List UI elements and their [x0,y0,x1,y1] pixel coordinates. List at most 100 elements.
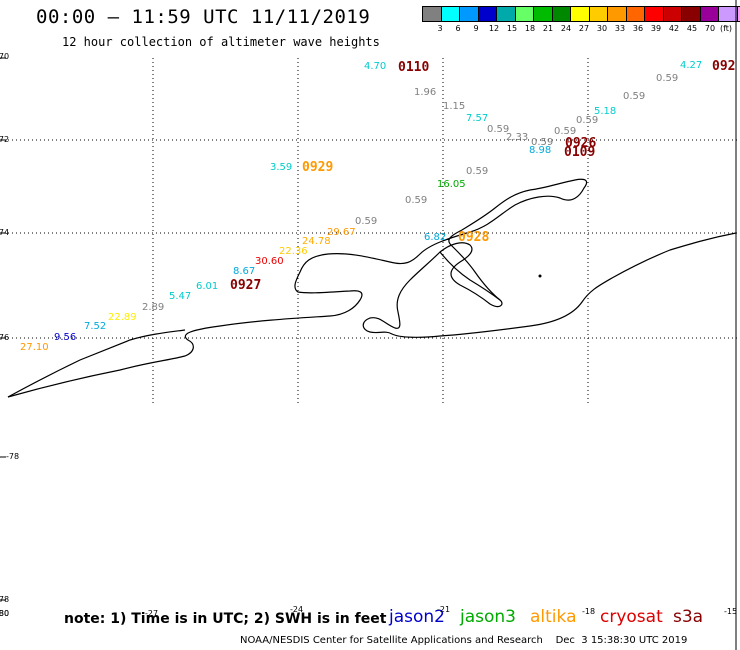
color-scale-swatches [422,6,740,22]
lat-label: -70 [0,52,10,61]
coastline-west-arm [7,329,186,398]
wave-height-label: 0.59 [656,73,679,84]
scale-swatch [625,7,644,21]
wave-height-label: 6.01 [196,281,219,292]
coastline-inlet [439,251,501,301]
lon-label: -21 [437,605,451,614]
wave-height-label: 0.59 [623,91,646,102]
scale-swatch [440,7,459,21]
lon-label: -30 [0,609,10,618]
wave-height-label: 0.59 [576,115,599,126]
wave-height-label: 30.60 [255,256,284,267]
track-time-label: 0927 [230,278,262,293]
wave-height-label: 5.47 [169,291,192,302]
legend-cryosat: cryosat [600,607,663,627]
wave-height-label: 27.10 [20,342,49,353]
scale-swatch [496,7,515,21]
wave-height-label: 2.33 [506,132,529,143]
wave-height-label: 3.59 [270,162,293,173]
scale-swatch [681,7,700,21]
legend-s3a: s3a [673,607,704,627]
wave-height-label: 29.67 [327,227,356,238]
scale-swatch [588,7,607,21]
scale-tick-label: 21 [542,24,554,33]
lat-label: -72 [0,135,10,144]
wave-height-label: 4.70 [364,61,387,72]
lon-label: -15 [724,607,738,616]
scale-tick-label: 42 [668,24,680,33]
wave-height-label: 0.59 [487,124,510,135]
wave-height-label: 7.57 [466,113,489,124]
scale-swatch [477,7,496,21]
wave-height-label: 24.78 [302,236,331,247]
scale-tick-label: 30 [596,24,608,33]
wave-height-label: 8.67 [233,266,256,277]
scale-tick-label: 70 [704,24,716,33]
scale-swatch [533,7,552,21]
wave-height-label: 1.96 [414,87,437,98]
scale-tick-label: 39 [650,24,662,33]
scale-swatch [423,7,441,21]
wave-height-label: 0.59 [531,137,554,148]
wave-height-label: 22.36 [279,246,308,257]
wave-height-label: 16.05 [437,179,466,190]
wave-height-label: 0.59 [405,195,428,206]
scale-swatch [570,7,589,21]
lat-label: -80 [0,609,10,618]
scale-tick-label: 24 [560,24,572,33]
lat-label: -74 [0,228,10,237]
scale-swatch [718,7,737,21]
scale-tick-label: 27 [578,24,590,33]
track-time-label: 0928 [458,230,490,245]
lat-label: -76 [0,333,10,342]
graticule [8,58,738,405]
track-time-label: 0109 [564,145,596,160]
track-time-label: 0926 [565,136,597,151]
scale-tick-label: 33 [614,24,626,33]
scale-swatch [551,7,570,21]
scale-swatch [662,7,681,21]
scale-tick-label: 18 [524,24,536,33]
color-scale-ticks: 3 6 9 12 15 18 21 24 27 30 33 36 39 42 45 70 (ft) [422,22,740,34]
wave-height-label: 0.59 [466,166,489,177]
scale-tick-label: 15 [506,24,518,33]
wave-height-label: 7.52 [84,321,107,332]
scale-swatch [459,7,478,21]
scale-tick-label: 9 [473,24,479,33]
scale-swatch [736,7,740,21]
scale-swatch [514,7,533,21]
scale-tick-label: 12 [488,24,500,33]
legend-altika: altika [530,607,577,627]
legend-jason3: jason3 [460,607,516,627]
lon-label: -18 [582,607,596,616]
wave-height-label: 0.59 [554,126,577,137]
coastline-main [7,178,737,398]
footnote: note: 1) Time is in UTC; 2) SWH is in fe… [64,611,387,627]
wave-height-label: 8.98 [529,145,552,156]
track-time-label: 0110 [398,60,430,75]
credit-line: NOAA/NESDIS Center for Satellite Applica… [240,635,688,646]
scale-swatch [644,7,663,21]
scale-swatch [699,7,718,21]
lon-label: -27 [145,609,159,618]
wave-height-label: 2.89 [142,302,165,313]
page-subtitle: 12 hour collection of altimeter wave hei… [62,35,380,49]
wave-height-label: 1.15 [443,101,466,112]
legend-jason2: jason2 [389,607,445,627]
wave-height-label: 9.56 [54,332,77,343]
page-title: 00:00 — 11:59 UTC 11/11/2019 [36,6,371,28]
wave-height-label: 4.27 [680,60,703,71]
wave-height-label: 6.82 [424,232,447,243]
wave-height-label: 5.18 [594,106,617,117]
lon-label: -24 [290,605,304,614]
scale-tick-label: 6 [455,24,461,33]
coastline [7,178,737,398]
scale-swatch [607,7,626,21]
scale-tick-label: (ft) [719,24,733,33]
wave-height-label: 0.59 [355,216,378,227]
lat-label: -78 [6,452,20,461]
color-scale: 3 6 9 12 15 18 21 24 27 30 33 36 39 42 45 70 (ft) [422,6,740,34]
lat-label: -78 [0,595,10,604]
